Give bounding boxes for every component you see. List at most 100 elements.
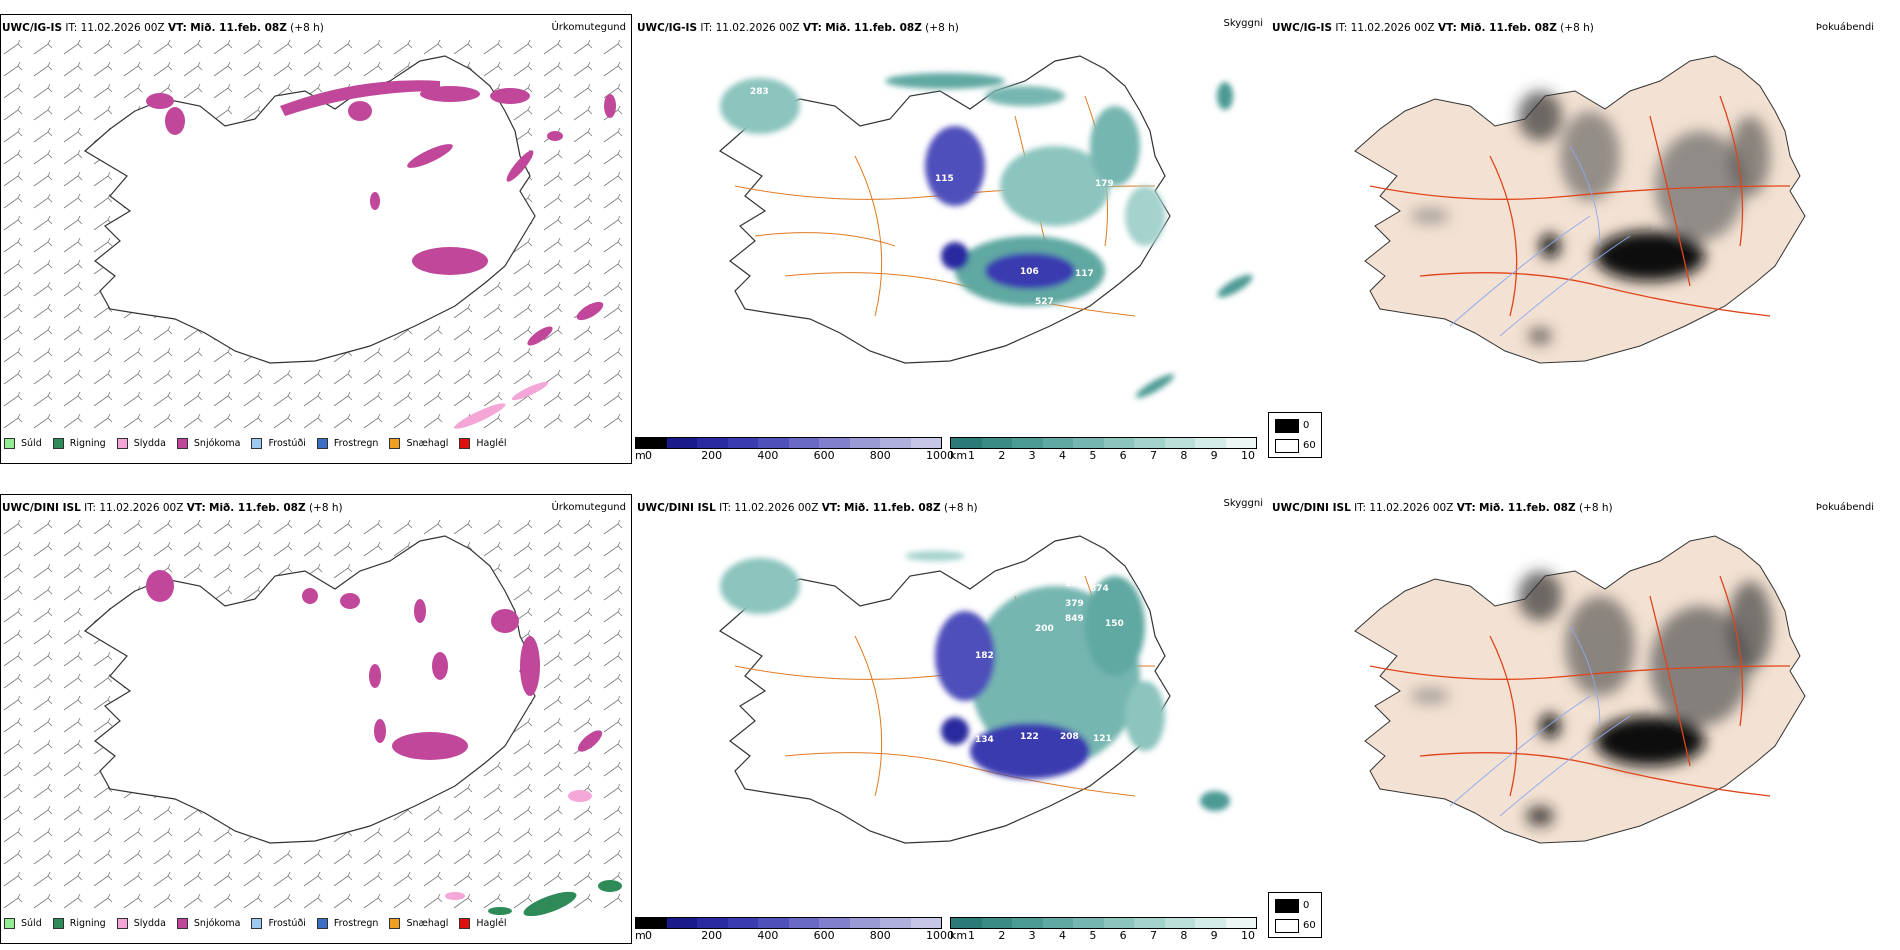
- svg-text:131: 131: [930, 109, 949, 119]
- vt-label: VT:: [802, 22, 822, 34]
- colorbar-segment: [666, 918, 697, 928]
- panel-field-label: Úrkomutegund: [551, 22, 626, 33]
- colorbar-segment: [758, 918, 789, 928]
- precip-legend-item: Snjókoma: [176, 438, 240, 449]
- colorbar-tick: 1: [968, 929, 975, 942]
- fog-road-network: [1369, 575, 1791, 797]
- visibility-colorbar: [950, 437, 1257, 449]
- visibility-map: 283 131 229 241 115 179 106 117 527: [719, 55, 1253, 398]
- precip-legend-label: Slydda: [133, 438, 166, 449]
- colorbar-segment: [1042, 918, 1073, 928]
- model-row-dini-isl: UWC/DINI ISL IT: 11.02.2026 00Z VT: Mið.…: [0, 480, 1900, 950]
- svg-text:134: 134: [975, 735, 994, 745]
- colorbar-segment: [727, 918, 758, 928]
- svg-text:179: 179: [1095, 179, 1114, 189]
- precip-legend-label: Snjókoma: [193, 918, 241, 929]
- precip-legend-label: Súld: [21, 918, 42, 929]
- visibility-values: 874 176 379 849 200 150 182 134 122 208 …: [975, 579, 1124, 745]
- precip-legend-label: Haglél: [476, 918, 507, 929]
- svg-text:283: 283: [750, 87, 769, 97]
- visibility-map: 874 176 379 849 200 150 182 134 122 208 …: [719, 535, 1230, 844]
- svg-text:121: 121: [1093, 734, 1112, 744]
- fog-index-panel: UWC/DINI ISL IT: 11.02.2026 00Z VT: Mið.…: [1270, 480, 1900, 950]
- colorbar-tick: 600: [813, 449, 835, 462]
- fog-legend-swatch-max: [1275, 899, 1299, 913]
- precip-type-panel: UWC/IG-IS IT: 11.02.2026 00Z VT: Mið. 11…: [0, 0, 632, 470]
- it-label: IT:: [84, 502, 97, 514]
- panel-field-label: Úrkomutegund: [551, 502, 626, 513]
- precip-legend-swatch: [251, 918, 263, 929]
- sleet-areas: [454, 381, 549, 429]
- colorbar-segment: [1164, 438, 1195, 448]
- colorbar-tick: 6: [1119, 449, 1127, 462]
- visibility-fields: [720, 73, 1253, 398]
- colorbar-segment: [697, 438, 728, 448]
- colorbar-segment: [636, 438, 667, 448]
- svg-text:229: 229: [995, 139, 1014, 149]
- fog-index-panel: UWC/IG-IS IT: 11.02.2026 00Z VT: Mið. 11…: [1270, 0, 1900, 470]
- it-value: 11.02.2026 00Z: [99, 502, 184, 514]
- svg-text:849: 849: [1065, 614, 1084, 624]
- visibility-values: 283 131 229 241 115 179 106 117 527: [750, 87, 1114, 307]
- colorbar-tick: 8: [1180, 929, 1188, 942]
- panel-field-label: Skyggni: [1223, 18, 1263, 29]
- it-value: 11.02.2026 00Z: [1369, 502, 1454, 514]
- vt-value: Mið. 11.feb. 08Z: [825, 22, 922, 34]
- colorbar-segment: [910, 918, 941, 928]
- it-value: 11.02.2026 00Z: [734, 502, 819, 514]
- precip-legend-label: Haglél: [476, 438, 507, 449]
- precip-legend-swatch: [116, 918, 128, 929]
- precip-legend-label: Frostúði: [268, 918, 306, 929]
- precip-legend-label: Snæhagl: [406, 918, 449, 929]
- precip-legend-item: Frostregn: [316, 438, 378, 449]
- fog-legend-swatch-min: [1275, 919, 1299, 933]
- precip-type-panel: UWC/DINI ISL IT: 11.02.2026 00Z VT: Mið.…: [0, 480, 632, 950]
- svg-text:241: 241: [1055, 119, 1074, 129]
- rivers: [1449, 145, 1631, 337]
- panel-frame: [0, 14, 632, 464]
- lead-time: (+8 h): [290, 22, 324, 34]
- panel-title: UWC/IG-IS IT: 11.02.2026 00Z VT: Mið. 11…: [1272, 22, 1594, 34]
- precip-legend-label: Súld: [21, 438, 42, 449]
- panel-title: UWC/DINI ISL IT: 11.02.2026 00Z VT: Mið.…: [2, 502, 343, 514]
- lead-time: (+8 h): [1578, 502, 1613, 514]
- sleet-areas: [445, 790, 592, 900]
- colorbar-tick: 2: [998, 449, 1006, 462]
- colorbar-segment: [880, 438, 911, 448]
- precip-legend-swatch: [459, 438, 471, 449]
- rivers: [1449, 625, 1631, 817]
- colorbar-segment: [880, 918, 911, 928]
- colorbar-tick: 400: [757, 449, 779, 462]
- colorbar-tick: 1: [968, 449, 975, 462]
- colorbar-tick: 10: [1241, 449, 1255, 462]
- it-label: IT:: [719, 502, 732, 514]
- colorbar-segment: [951, 918, 982, 928]
- fog-legend-min-label: 60: [1303, 440, 1316, 451]
- colorbar-segment: [788, 438, 819, 448]
- colorbar-segment: [1073, 438, 1104, 448]
- colorbar-segment: [981, 918, 1012, 928]
- precip-legend-label: Slydda: [133, 918, 166, 929]
- colorbar-segment: [788, 918, 819, 928]
- svg-text:115: 115: [935, 174, 954, 184]
- svg-text:527: 527: [1035, 297, 1054, 307]
- precip-legend-item: Snæhagl: [389, 918, 448, 929]
- colorbar-segment: [1134, 918, 1165, 928]
- colorbar-segment: [1134, 438, 1165, 448]
- colorbar-segment: [758, 438, 789, 448]
- precip-legend-swatch: [52, 918, 64, 929]
- fog-fields: [1410, 91, 1770, 344]
- it-label: IT:: [65, 22, 78, 34]
- colorbar-tick: 10: [1241, 929, 1255, 942]
- visibility-panel: UWC/DINI ISL IT: 11.02.2026 00Z VT: Mið.…: [635, 480, 1267, 950]
- height-colorbar: [635, 437, 942, 449]
- svg-text:150: 150: [1105, 619, 1124, 629]
- model-name: UWC/DINI ISL: [2, 502, 81, 514]
- fog-map: [1354, 55, 1806, 364]
- precip-legend-label: Frostregn: [333, 918, 379, 929]
- precip-legend-label: Frostúði: [268, 438, 306, 449]
- vt-value: Mið. 11.feb. 08Z: [190, 22, 287, 34]
- colorbar-tick: 600: [813, 929, 835, 942]
- colorbar-segment: [1103, 438, 1134, 448]
- precip-legend-swatch: [316, 918, 328, 929]
